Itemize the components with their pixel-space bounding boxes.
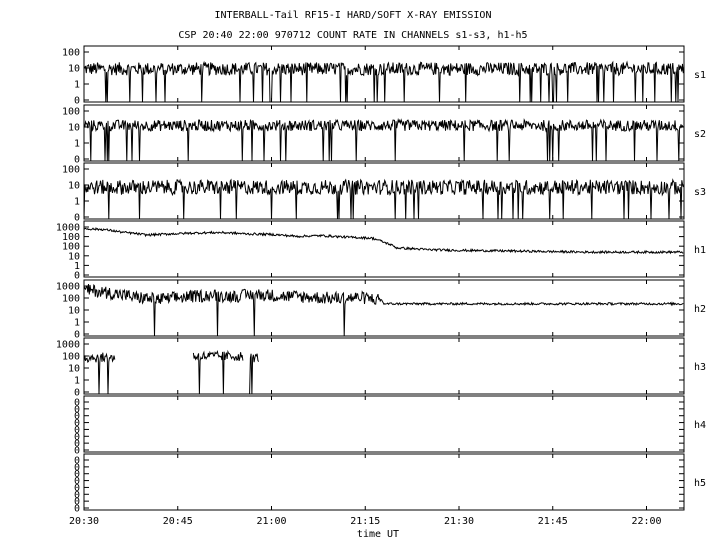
- y-tick-label: 0: [74, 388, 80, 399]
- y-tick-label: 0: [74, 462, 80, 473]
- x-axis: 20:30 20:45 21:00 21:15 21:30 21:45 22:00: [69, 46, 662, 527]
- series-line-h3: [192, 349, 244, 395]
- panel-label: h3: [694, 362, 706, 373]
- y-tick-label: 10: [68, 64, 80, 75]
- panel-label: h2: [694, 304, 706, 315]
- y-tick-label: 1: [74, 197, 80, 208]
- x-tick-label: 21:45: [538, 516, 568, 527]
- y-tick-label: 10: [68, 364, 80, 375]
- y-tick-label: 1000: [56, 223, 80, 234]
- panel-frame: [83, 220, 685, 278]
- y-tick-label: 0: [74, 271, 80, 282]
- panel-frame: [83, 395, 685, 453]
- series-line-h3: [83, 352, 116, 395]
- y-tick-label: 0: [74, 96, 80, 107]
- y-tick-label: 1000: [56, 282, 80, 293]
- y-tick-label: 0: [74, 330, 80, 341]
- y-tick-label: 10: [68, 123, 80, 134]
- panel-label: h1: [694, 245, 706, 256]
- y-tick-label: 100: [62, 232, 80, 243]
- panel-label: s3: [694, 187, 706, 198]
- panel-label: h4: [694, 420, 706, 431]
- panel-frame: [83, 45, 685, 103]
- panel-frame: [83, 162, 685, 220]
- y-tick-label: 0: [74, 504, 80, 515]
- y-tick-label: 1: [74, 318, 80, 329]
- x-tick-label: 20:30: [69, 516, 99, 527]
- series-line-s2: [83, 117, 684, 162]
- y-tick-label: 0: [74, 439, 80, 450]
- panel-label: s2: [694, 129, 706, 140]
- x-tick-label: 21:30: [444, 516, 474, 527]
- y-tick-label: 0: [74, 411, 80, 422]
- x-tick-label: 22:00: [631, 516, 661, 527]
- series-line-h1: [83, 227, 684, 255]
- panel-label: s1: [694, 70, 706, 81]
- y-tick-label: 10: [68, 181, 80, 192]
- y-tick-label: 0: [74, 469, 80, 480]
- y-tick-label: 0: [74, 425, 80, 436]
- y-tick-label: 100: [62, 242, 80, 253]
- y-tick-label: 0: [74, 446, 80, 457]
- panel-frame: [83, 279, 685, 337]
- series-line-s1: [83, 60, 684, 103]
- y-tick-label: 100: [62, 107, 80, 118]
- panel-frame: [83, 337, 685, 395]
- x-tick-label: 21:15: [350, 516, 380, 527]
- x-axis-label: time UT: [357, 529, 399, 540]
- y-tick-label: 10: [68, 251, 80, 262]
- y-tick-label: 100: [62, 352, 80, 363]
- y-tick-label: 0: [74, 418, 80, 429]
- y-tick-label: 0: [74, 476, 80, 487]
- y-tick-label: 1: [74, 376, 80, 387]
- chart-title: INTERBALL-Tail RF15-I HARD/SOFT X-RAY EM…: [215, 10, 492, 21]
- chart-subtitle: CSP 20:40 22:00 970712 COUNT RATE IN CHA…: [178, 30, 527, 41]
- series-line-h3: [249, 353, 260, 395]
- x-tick-label: 20:45: [163, 516, 193, 527]
- y-tick-label: 1000: [56, 340, 80, 351]
- y-tick-label: 0: [74, 213, 80, 224]
- series-line-s3: [83, 178, 684, 220]
- y-tick-label: 100: [62, 48, 80, 59]
- panel-label: h5: [694, 478, 706, 489]
- x-tick-label: 21:00: [256, 516, 286, 527]
- y-tick-label: 10: [68, 306, 80, 317]
- y-tick-label: 0: [74, 497, 80, 508]
- panels: 1001010s11001010s21001010s31000100100101…: [56, 45, 706, 515]
- panel-frame: [83, 453, 685, 511]
- y-tick-label: 0: [74, 155, 80, 166]
- series-line-h2: [83, 283, 684, 337]
- y-tick-label: 1: [74, 139, 80, 150]
- y-tick-label: 0: [74, 404, 80, 415]
- y-tick-label: 0: [74, 483, 80, 494]
- y-tick-label: 0: [74, 432, 80, 443]
- y-tick-label: 0: [74, 398, 80, 409]
- y-tick-label: 0: [74, 490, 80, 501]
- y-tick-label: 1: [74, 80, 80, 91]
- y-tick-label: 100: [62, 165, 80, 176]
- panel-frame: [83, 104, 685, 162]
- y-tick-label: 0: [74, 456, 80, 467]
- y-tick-label: 1: [74, 261, 80, 272]
- y-tick-label: 100: [62, 294, 80, 305]
